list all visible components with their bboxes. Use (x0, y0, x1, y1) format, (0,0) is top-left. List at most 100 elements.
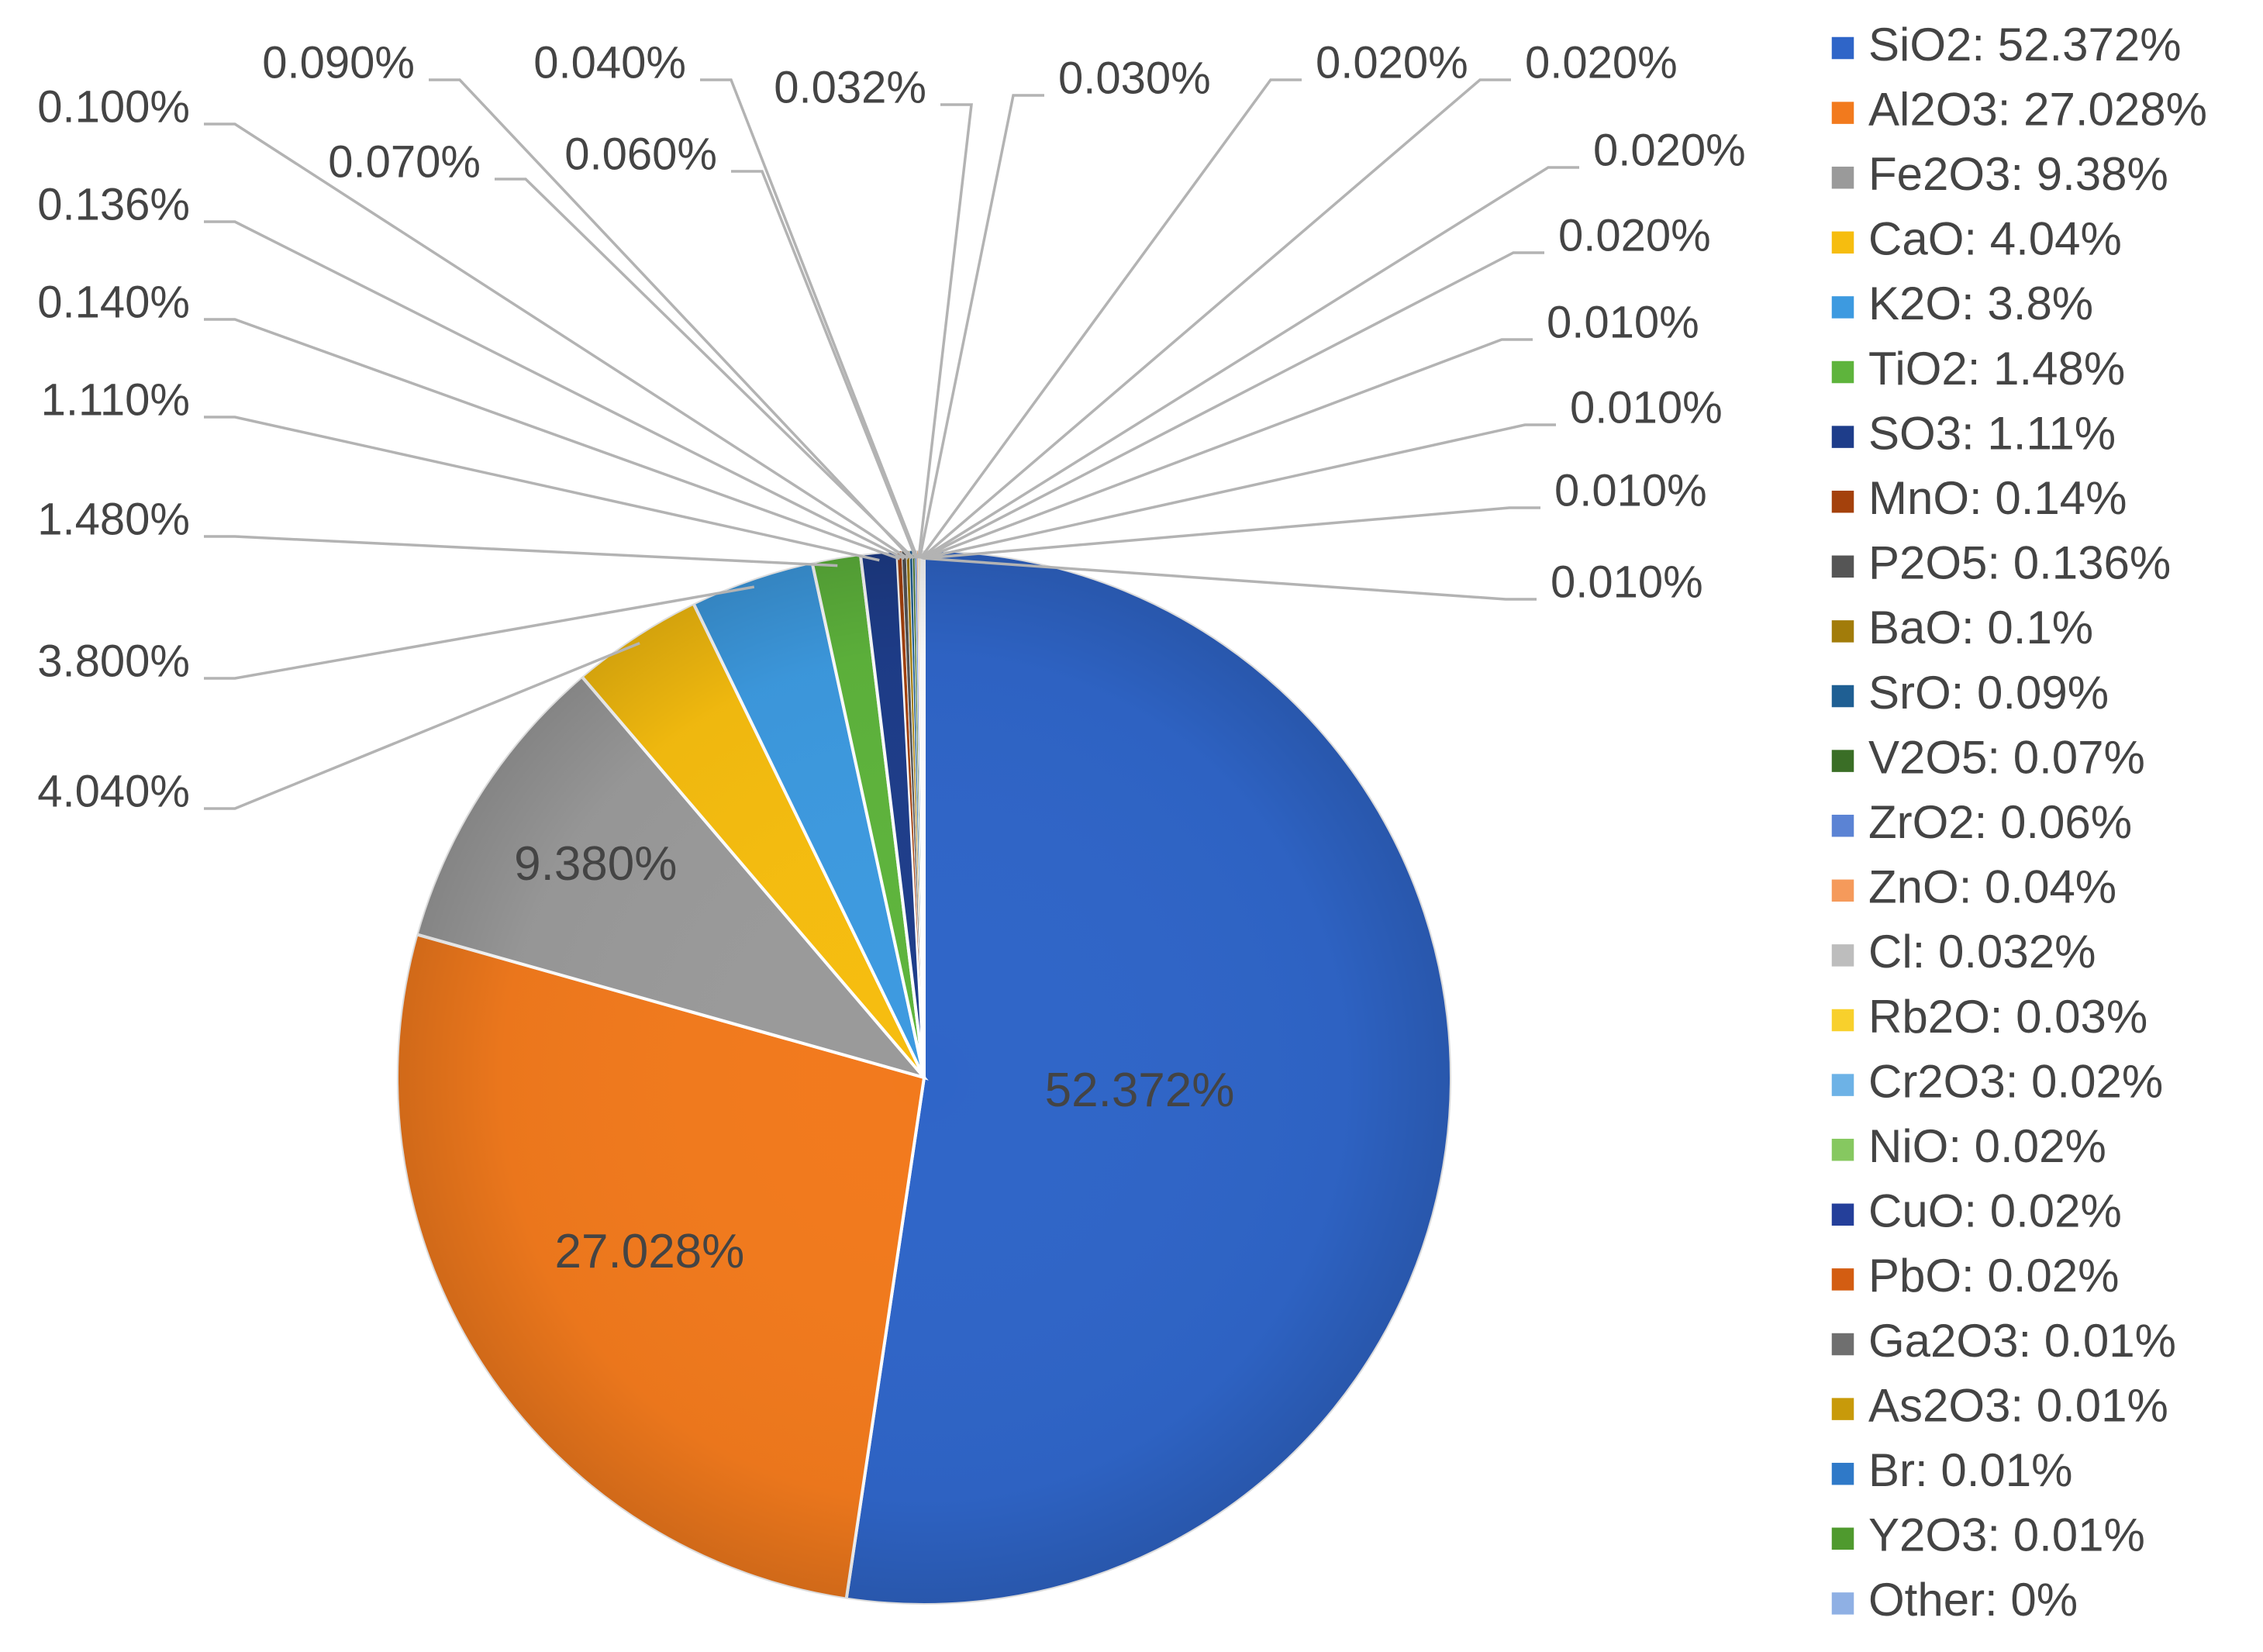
legend-swatch-k2o (1830, 295, 1855, 320)
legend-label-rb2o: Rb2O: 0.03% (1868, 991, 2147, 1043)
data-label-cao: 4.040% (37, 766, 190, 816)
legend-label-cao: CaO: 4.04% (1868, 213, 2122, 265)
slice-labels: 52.372% 27.028% 9.380% 4.040% 3.800% 1.480% 1.… (37, 37, 1745, 1278)
leader-line-k2o (204, 585, 755, 680)
legend-label-y2o3: Y2O3: 0.01% (1868, 1509, 2145, 1561)
legend-label-br: Br: 0.01% (1868, 1444, 2072, 1496)
legend: SiO2: 52.372% Al2O3: 27.028% Fe2O3: 9.38% C… (1830, 19, 2207, 1626)
data-label-al2o3: 27.028% (555, 1225, 745, 1278)
leader-line-pbo (922, 251, 1544, 560)
data-label-cr2o3: 0.020% (1316, 37, 1468, 88)
data-label-rb2o: 0.030% (1058, 53, 1211, 103)
legend-swatch-mno (1830, 489, 1855, 514)
data-label-tio2: 1.480% (37, 494, 190, 544)
legend-item-cao: CaO: 4.04% (1830, 213, 2122, 265)
pie-slices (395, 548, 1454, 1606)
legend-label-as2o3: As2O3: 0.01% (1868, 1379, 2168, 1431)
legend-swatch-so3 (1830, 424, 1855, 450)
data-label-bao: 0.100% (37, 81, 190, 132)
legend-swatch-nio (1830, 1137, 1855, 1162)
leader-line-as2o3 (923, 423, 1556, 560)
legend-swatch-al2o3 (1830, 100, 1855, 126)
legend-swatch-fe2o3 (1830, 165, 1855, 190)
data-label-y2o3: 0.010% (1551, 557, 1703, 607)
legend-label-other: Other: 0% (1868, 1574, 2078, 1626)
legend-label-k2o: K2O: 3.8% (1868, 278, 2093, 329)
leader-line-mno (204, 318, 901, 560)
legend-swatch-sro (1830, 684, 1855, 709)
legend-swatch-p2o5 (1830, 554, 1855, 579)
legend-item-br: Br: 0.01% (1830, 1444, 2072, 1496)
legend-swatch-zno (1830, 878, 1855, 903)
legend-item-nio: NiO: 0.02% (1830, 1120, 2106, 1172)
legend-item-pbo: PbO: 0.02% (1830, 1250, 2120, 1302)
legend-swatch-cuo (1830, 1202, 1855, 1227)
data-label-sro: 0.090% (262, 37, 415, 88)
legend-swatch-y2o3 (1830, 1526, 1855, 1551)
legend-swatch-tio2 (1830, 360, 1855, 385)
legend-item-as2o3: As2O3: 0.01% (1830, 1379, 2168, 1431)
data-label-p2o5: 0.136% (37, 179, 190, 229)
legend-item-p2o5: P2O5: 0.136% (1830, 537, 2171, 589)
legend-label-nio: NiO: 0.02% (1868, 1120, 2106, 1172)
leader-line-nio (920, 78, 1511, 560)
legend-label-al2o3: Al2O3: 27.028% (1868, 83, 2207, 135)
legend-swatch-cl (1830, 943, 1855, 968)
legend-label-sro: SrO: 0.09% (1868, 667, 2109, 719)
legend-item-tio2: TiO2: 1.48% (1830, 343, 2125, 395)
legend-swatch-other (1830, 1591, 1855, 1616)
data-label-mno: 0.140% (37, 277, 190, 327)
leader-line-br (923, 506, 1540, 560)
data-label-as2o3: 0.010% (1570, 382, 1723, 433)
data-label-k2o: 3.800% (37, 636, 190, 686)
legend-label-cl: Cl: 0.032% (1868, 926, 2096, 978)
legend-item-sio2: SiO2: 52.372% (1830, 19, 2182, 71)
leader-line-cl (917, 103, 973, 559)
legend-item-cuo: CuO: 0.02% (1830, 1185, 2122, 1237)
legend-label-cuo: CuO: 0.02% (1868, 1185, 2122, 1237)
legend-item-zno: ZnO: 0.04% (1830, 861, 2116, 913)
data-label-sio2: 52.372% (1045, 1064, 1235, 1117)
legend-swatch-sio2 (1830, 36, 1855, 60)
legend-item-sro: SrO: 0.09% (1830, 667, 2109, 719)
leader-line-tio2 (204, 535, 838, 567)
data-label-fe2o3: 9.380% (514, 837, 677, 891)
legend-item-v2o5: V2O5: 0.07% (1830, 731, 2145, 783)
legend-label-ga2o3: Ga2O3: 0.01% (1868, 1315, 2176, 1367)
data-label-br: 0.010% (1554, 465, 1707, 516)
legend-swatch-cr2o3 (1830, 1072, 1855, 1098)
legend-label-zno: ZnO: 0.04% (1868, 861, 2116, 913)
legend-item-ga2o3: Ga2O3: 0.01% (1830, 1315, 2176, 1367)
leader-line-ga2o3 (922, 338, 1533, 560)
legend-item-al2o3: Al2O3: 27.028% (1830, 83, 2207, 135)
legend-label-so3: SO3: 1.11% (1868, 407, 2116, 459)
legend-item-cl: Cl: 0.032% (1830, 926, 2096, 978)
data-label-zno: 0.040% (533, 37, 686, 88)
legend-swatch-v2o5 (1830, 748, 1855, 774)
leader-line-so3 (204, 416, 880, 562)
legend-swatch-rb2o (1830, 1008, 1855, 1033)
leader-line-sro (429, 78, 912, 560)
leader-line-rb2o (918, 94, 1044, 559)
legend-swatch-bao (1830, 619, 1855, 644)
leader-lines (204, 78, 1579, 810)
legend-item-zro2: ZrO2: 0.06% (1830, 796, 2132, 848)
legend-label-zro2: ZrO2: 0.06% (1868, 796, 2132, 848)
leader-line-cuo (921, 166, 1579, 560)
legend-swatch-br (1830, 1461, 1855, 1486)
legend-swatch-as2o3 (1830, 1396, 1855, 1422)
leader-line-zno (700, 78, 919, 559)
legend-label-bao: BaO: 0.1% (1868, 602, 2093, 654)
legend-swatch-ga2o3 (1830, 1332, 1855, 1357)
legend-swatch-zro2 (1830, 813, 1855, 838)
legend-label-pbo: PbO: 0.02% (1868, 1250, 2120, 1302)
legend-item-fe2o3: Fe2O3: 9.38% (1830, 148, 2168, 200)
data-label-zro2: 0.060% (564, 129, 717, 179)
data-label-v2o5: 0.070% (328, 136, 481, 187)
data-label-so3: 1.110% (41, 374, 190, 425)
legend-label-mno: MnO: 0.14% (1868, 472, 2127, 524)
legend-label-fe2o3: Fe2O3: 9.38% (1868, 148, 2168, 200)
data-label-cl: 0.032% (774, 62, 926, 112)
leader-line-bao (204, 122, 909, 560)
